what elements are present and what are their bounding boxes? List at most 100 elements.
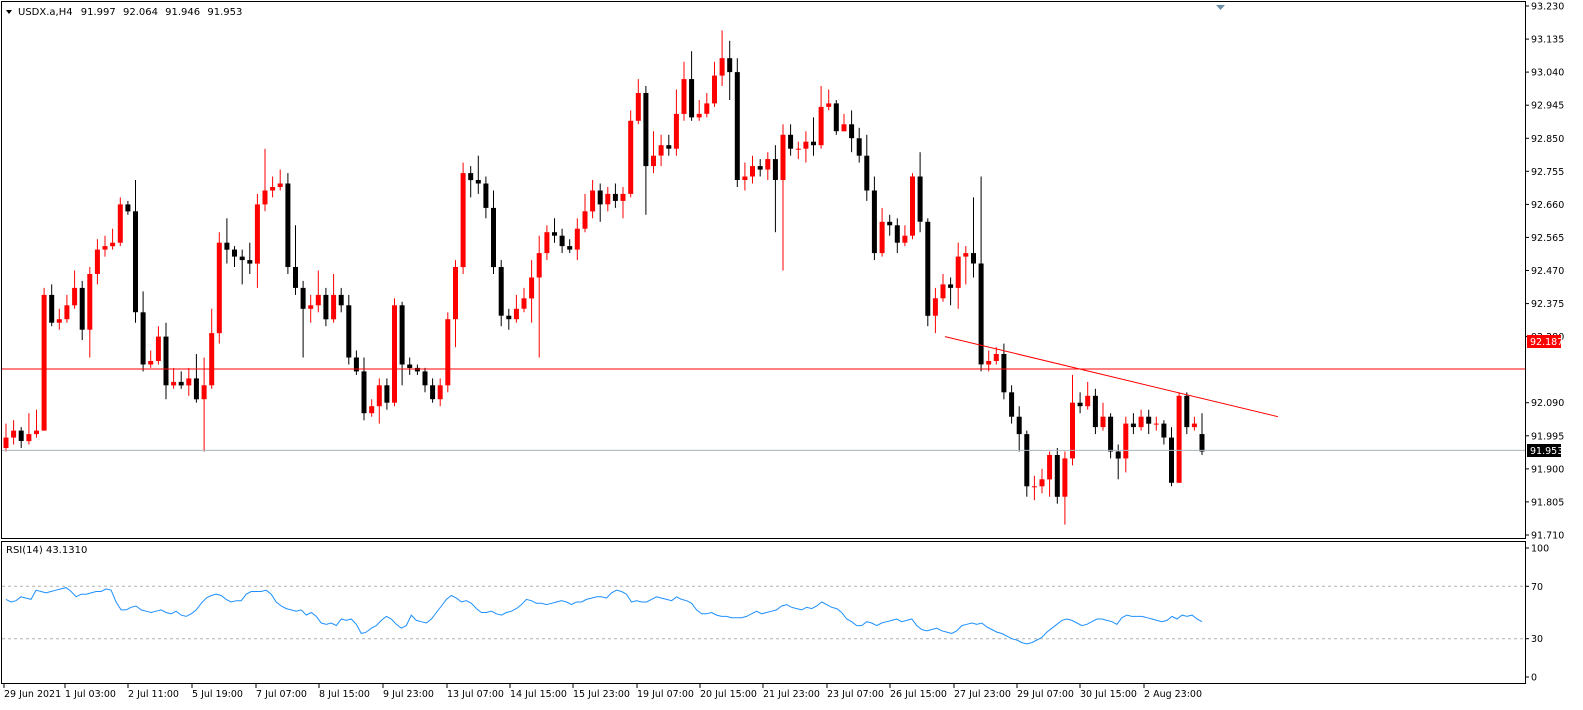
candle: [552, 218, 557, 243]
candle: [56, 308, 62, 330]
candle-body: [1047, 455, 1053, 480]
candle: [331, 274, 337, 323]
candle-body: [171, 381, 177, 386]
candle: [734, 58, 740, 187]
candle: [1077, 392, 1083, 414]
candle-body: [216, 242, 222, 334]
candle-body: [125, 204, 131, 212]
chart-shift-marker-icon[interactable]: [1216, 5, 1225, 10]
candle: [544, 225, 550, 261]
candle-body: [1108, 416, 1114, 452]
candle: [171, 367, 177, 389]
candle: [148, 350, 154, 368]
price-tick-label: 93.230: [1531, 2, 1564, 13]
rsi-tick-label: 30: [1531, 634, 1543, 645]
candle-body: [34, 430, 39, 435]
price-tick-label: 92.945: [1531, 101, 1564, 112]
candle-body: [788, 134, 794, 149]
rsi-pane[interactable]: [1, 541, 1526, 684]
candle-body: [346, 305, 352, 358]
candle-body: [232, 249, 237, 257]
candle-body: [407, 364, 413, 368]
candle-body: [338, 294, 344, 306]
time-tick-label: 2 Aug 23:00: [1144, 689, 1202, 700]
candle: [3, 423, 9, 452]
candle-body: [3, 437, 9, 448]
candle: [26, 413, 32, 445]
candle: [932, 287, 938, 334]
candle: [681, 61, 687, 121]
candle: [841, 113, 847, 132]
candle-body: [1199, 434, 1205, 452]
candle: [574, 218, 580, 261]
candle-body: [193, 378, 199, 400]
candle-body: [521, 298, 527, 309]
candle: [529, 260, 535, 323]
candle: [1184, 392, 1190, 435]
candle-body: [559, 235, 565, 247]
candle: [1191, 416, 1197, 431]
ohlc-close: 91.953: [207, 7, 242, 18]
candle: [155, 326, 161, 365]
candle-body: [1191, 423, 1197, 428]
candle: [1100, 402, 1106, 431]
candle-body: [818, 106, 824, 146]
candle-body: [742, 176, 748, 180]
candle: [285, 173, 291, 274]
candle-body: [1146, 416, 1152, 424]
price-tick-label: 91.900: [1531, 464, 1564, 475]
candle-body: [331, 294, 337, 320]
time-tick-label: 30 Jul 15:00: [1080, 689, 1137, 700]
candle: [475, 155, 481, 194]
time-tick-label: 13 Jul 07:00: [447, 689, 504, 700]
candle: [567, 239, 573, 254]
candle: [506, 308, 512, 330]
candle: [910, 173, 915, 240]
candle: [353, 350, 359, 375]
candle: [414, 364, 420, 375]
candle-body: [765, 159, 771, 170]
candle-body: [879, 221, 885, 254]
candle-body: [1054, 455, 1060, 497]
candle: [72, 270, 78, 309]
rsi-label: RSI(14) 43.1310: [6, 545, 87, 556]
rsi-tick-label: 100: [1531, 544, 1549, 555]
symbol-header[interactable]: USDX.a,H4 91.997 92.064 91.946 91.953: [6, 7, 242, 18]
candle: [437, 378, 443, 407]
main-pane[interactable]: [1, 1, 1526, 539]
candle: [727, 40, 733, 100]
candle-body: [1024, 434, 1030, 487]
time-tick-label: 15 Jul 23:00: [573, 689, 630, 700]
candle: [1016, 406, 1022, 452]
candle: [673, 89, 679, 156]
candle-body: [72, 287, 78, 306]
candle-body: [925, 221, 931, 316]
candle: [11, 420, 17, 445]
dropdown-triangle-icon[interactable]: [6, 10, 12, 14]
candle: [209, 308, 215, 389]
candle: [689, 51, 695, 121]
candle-body: [399, 305, 405, 365]
candle: [742, 162, 748, 191]
candle-body: [475, 180, 481, 184]
trendline[interactable]: [944, 336, 1279, 418]
candle-body: [148, 361, 154, 365]
candle: [795, 141, 801, 160]
candle-body: [719, 58, 725, 76]
candle-body: [651, 155, 656, 167]
candle: [597, 183, 603, 222]
candle: [871, 176, 877, 261]
candle-body: [887, 221, 893, 226]
candle-body: [323, 294, 329, 320]
candle-body: [18, 430, 24, 441]
candle: [635, 79, 641, 125]
candle-body: [712, 75, 717, 104]
candle: [407, 357, 413, 375]
candle-body: [155, 336, 161, 361]
candle-body: [94, 249, 100, 274]
candle: [666, 134, 672, 156]
candle: [1039, 468, 1045, 494]
candle-body: [673, 113, 679, 149]
candle: [879, 207, 885, 257]
